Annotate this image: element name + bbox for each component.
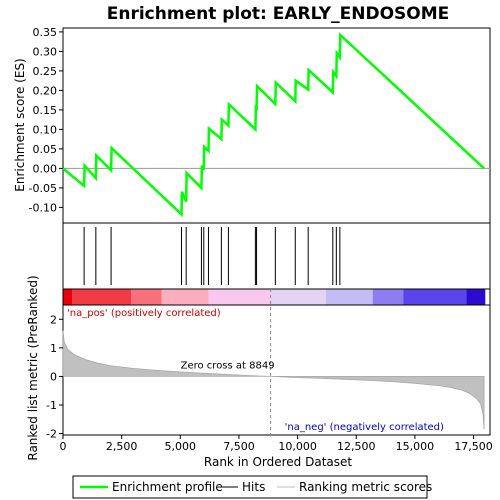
es-y-tick-label: -0.10 xyxy=(29,201,57,214)
legend-label: Ranking metric scores xyxy=(299,480,432,494)
x-tick-label: 7,500 xyxy=(223,440,255,453)
hits-panel-frame xyxy=(62,222,491,290)
metric-y-axis-label: Ranked list metric (PreRanked) xyxy=(26,275,40,460)
es-panel-frame xyxy=(62,27,491,224)
metric-y-tick-label: 2 xyxy=(50,313,57,326)
es-y-tick-label: 0.20 xyxy=(33,84,58,97)
es-y-tick-label: 0.05 xyxy=(33,143,58,156)
es-y-tick-label: 0.10 xyxy=(33,123,58,136)
es-y-tick-label: -0.05 xyxy=(29,182,57,195)
metric-y-tick-label: -2 xyxy=(46,428,57,441)
es-panel: -0.10 -0.05 0.00 0.05 0.10 0.15 0.20 0.25 0.30 0.… xyxy=(29,26,491,224)
es-y-axis-label: Enrichment score (ES) xyxy=(13,58,27,191)
es-y-tick-label: 0.00 xyxy=(33,162,58,175)
gradient-segment xyxy=(161,289,209,305)
x-tick-label: 0 xyxy=(60,440,67,453)
metric-y-tick-label: 1 xyxy=(50,342,57,355)
legend-frame xyxy=(72,475,428,499)
x-tick-label: 15,000 xyxy=(396,440,435,453)
metric-panel: Zero cross at 8849 'na_pos' (positively c… xyxy=(46,289,493,453)
metric-y-tick-label: -1 xyxy=(46,399,57,412)
es-curve xyxy=(62,32,485,218)
x-axis-label: Rank in Ordered Dataset xyxy=(204,455,352,469)
es-y-tick-label: 0.35 xyxy=(33,26,58,39)
x-tick-label: 2,500 xyxy=(106,440,138,453)
x-tick-label: 12,500 xyxy=(337,440,376,453)
x-tick-label: 10,000 xyxy=(278,440,317,453)
zero-cross-label: Zero cross at 8849 xyxy=(181,360,275,371)
metric-y-tick-label: 0 xyxy=(50,370,57,383)
gradient-segment xyxy=(466,289,486,305)
x-tick-label: 5,000 xyxy=(165,440,197,453)
gradient-segment xyxy=(270,289,326,305)
legend: Enrichment profile Hits Ranking metric sco… xyxy=(72,475,432,499)
gradient-segment xyxy=(372,289,404,305)
chart-title: Enrichment plot: EARLY_ENDOSOME xyxy=(107,4,450,24)
neg-label: 'na_neg' (negatively correlated) xyxy=(285,422,444,433)
pos-label: 'na_pos' (positively correlated) xyxy=(67,308,221,319)
es-y-tick-label: 0.15 xyxy=(33,104,58,117)
es-y-tick-label: 0.30 xyxy=(33,45,58,58)
x-tick-label: 17,500 xyxy=(454,440,493,453)
hits-panel xyxy=(62,222,491,290)
gradient-segment xyxy=(403,289,467,305)
legend-label: Hits xyxy=(242,480,265,494)
gradient-segment xyxy=(208,289,271,305)
gradient-segment xyxy=(131,289,162,305)
metric-area xyxy=(62,330,485,430)
gradient-segment xyxy=(63,289,73,305)
gradient-segment xyxy=(72,289,132,305)
legend-label: Enrichment profile xyxy=(112,480,223,494)
gradient-segment xyxy=(325,289,373,305)
rank-gradient-bar xyxy=(62,288,491,306)
es-y-tick-label: 0.25 xyxy=(33,65,58,78)
